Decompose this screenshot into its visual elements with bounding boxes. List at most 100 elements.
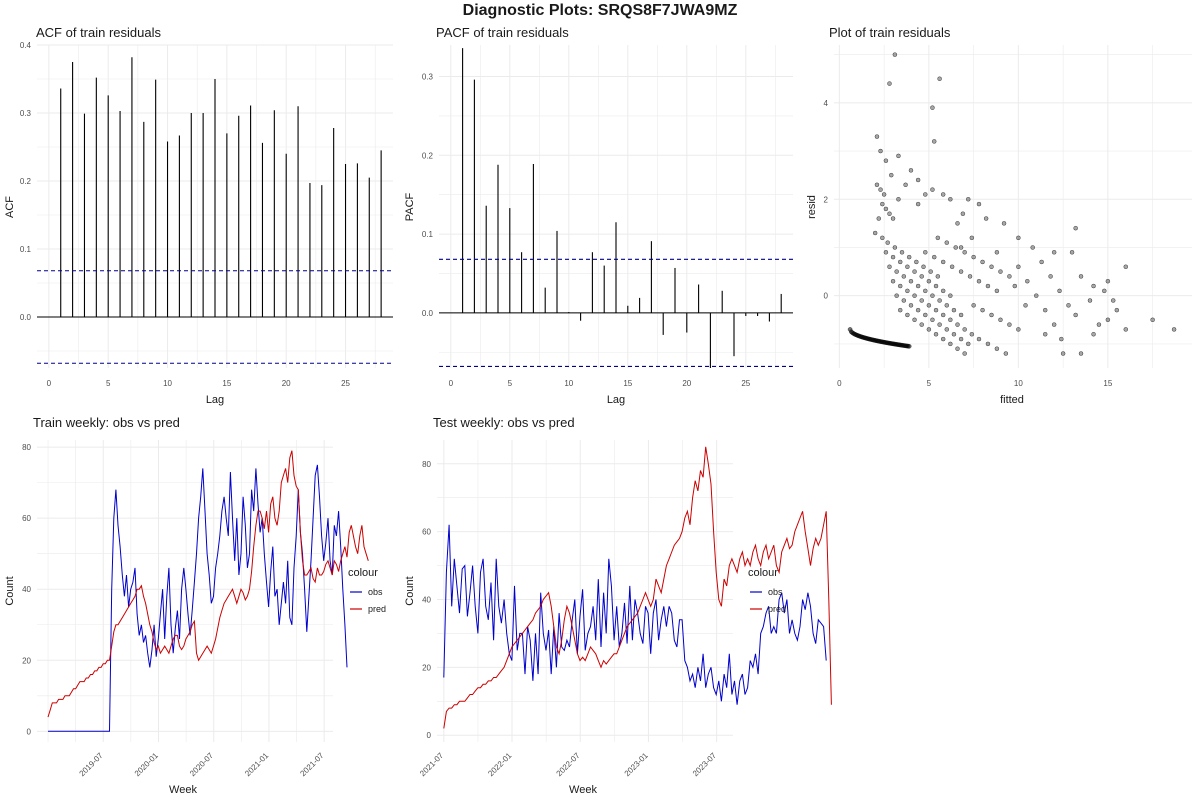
residual-point [949,264,955,270]
residual-point [951,307,957,313]
residual-point [989,264,994,270]
residual-point [1066,303,1071,308]
residual-point [948,341,953,347]
residual-point [883,206,889,212]
residual-point [966,197,971,202]
residual-point [1114,307,1120,313]
residual-point [915,201,921,207]
x-tick-label: 5 [106,379,111,388]
residual-point [890,254,896,260]
residual-point [1073,225,1078,231]
y-tick-label: 0.2 [20,177,32,186]
residual-point [1105,278,1111,284]
x-tick-label: 15 [1103,379,1112,388]
residual-point [951,332,957,337]
residual-point [921,264,926,270]
residual-point [897,283,903,289]
y-axis-label: PACF [404,192,416,221]
residual-point [1001,221,1007,226]
y-tick-label: 20 [422,663,431,672]
legend-label-obs: obs [768,587,783,597]
panel-title: Train weekly: obs vs pred [33,415,180,430]
y-axis-label: resid [806,195,818,219]
series-line-obs [48,464,348,732]
residual-point [908,168,914,173]
residual-point [1042,332,1048,337]
residual-point [955,346,960,351]
residual-point [1051,322,1057,327]
y-tick-label: 0.1 [20,245,32,254]
x-axis-label: fitted [1000,394,1024,406]
residual-point [958,269,964,274]
residual-point [915,307,921,313]
residual-point [994,288,1000,294]
residual-point [874,134,880,139]
x-tick-label: 5 [508,379,513,388]
y-tick-label: 0.2 [422,151,434,160]
residual-point [1051,250,1057,255]
residual-point [1059,336,1064,342]
residual-point [930,293,935,298]
residual-point [1016,235,1021,241]
residual-point [899,250,905,255]
y-tick-label: 0 [27,727,32,736]
y-axis-label: ACF [4,196,16,218]
residual-point [1087,298,1093,303]
residual-point [969,332,975,337]
residual-point [955,221,960,226]
x-tick-label: 15 [623,379,632,388]
residual-point [1030,245,1035,250]
residual-point [1048,274,1053,279]
x-tick-label: 0 [47,379,52,388]
residual-point [1025,278,1030,284]
residual-point [923,288,928,294]
x-tick-label: 2021-07 [298,751,326,779]
residual-point [1069,250,1075,255]
residual-point [962,327,967,332]
residual-point [914,259,919,265]
residual-point [962,250,967,255]
x-tick-label: 2022-07 [555,751,583,779]
residual-point [933,332,939,337]
residual-point [958,245,964,250]
x-tick-label: 25 [341,379,350,388]
residual-point [903,182,908,188]
residual-point [937,322,942,327]
residual-point [885,240,890,245]
panel-title: Test weekly: obs vs pred [433,415,575,430]
residual-point [1073,312,1078,318]
x-tick-label: 15 [222,379,231,388]
residual-point [919,274,924,279]
x-axis-label: Week [569,784,597,796]
residual-point [897,307,903,313]
residual-point [944,327,950,332]
residual-point [896,197,901,202]
residual-point [931,254,937,260]
residual-point [923,250,928,255]
residual-point [933,283,939,289]
x-tick-label: 20 [282,379,291,388]
residual-point [1078,351,1084,356]
residual-point [1123,327,1129,332]
residual-point [935,274,941,279]
residual-point [953,245,958,250]
residual-point [892,52,898,57]
residual-point [960,211,966,216]
residual-point [1012,283,1018,289]
residual-point [944,240,950,245]
y-tick-label: 40 [422,595,431,604]
pacf-panel: PACF of train residuals Lag PACF 0.0 0.1 0.2 0… [404,25,793,406]
residual-point [930,187,935,192]
series-line-pred [443,446,832,729]
residual-point [901,274,907,279]
series-line-pred [47,450,369,718]
x-tick-label: 10 [1014,379,1023,388]
residual-point [1171,327,1177,332]
residual-point [912,269,917,274]
residual-point [915,283,921,289]
residual-point [994,346,1000,351]
residual-point [1102,288,1107,294]
y-tick-label: 2 [824,195,829,204]
residual-point [1003,351,1009,356]
residual-point [940,259,946,265]
